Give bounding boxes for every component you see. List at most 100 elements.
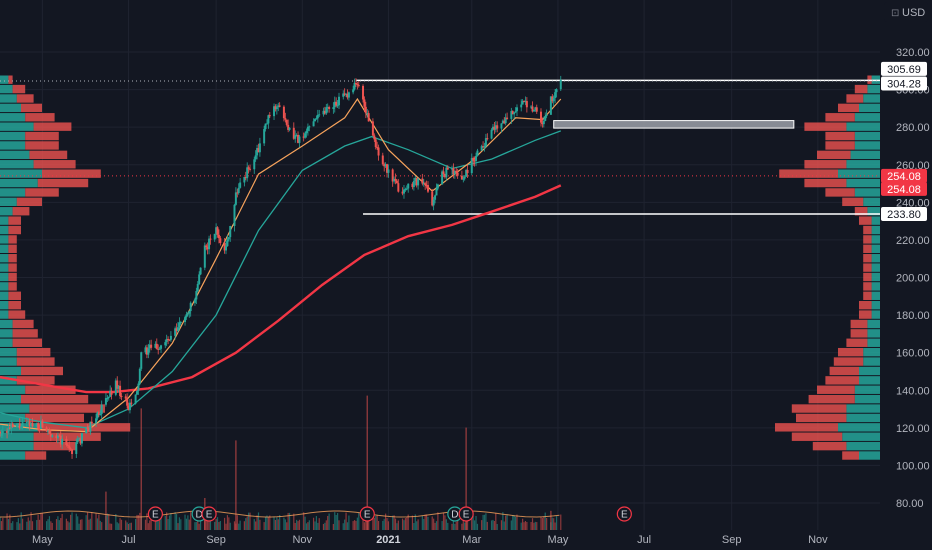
currency-selector[interactable]: ⊡ USD — [884, 2, 928, 22]
vp-bar-up — [0, 319, 13, 329]
x-tick-label: May — [548, 534, 569, 546]
volume-bar — [229, 522, 231, 530]
volume-bar — [442, 512, 445, 530]
candle-body — [336, 105, 339, 107]
earnings-marker[interactable] — [201, 506, 217, 522]
volume-bar — [531, 518, 534, 530]
vp-bar-down — [16, 357, 55, 366]
vp-bar-down — [850, 329, 868, 338]
volume-bar — [513, 515, 515, 530]
vp-bar-down — [8, 216, 21, 225]
candle-body — [239, 182, 242, 188]
volume-bar — [471, 517, 473, 530]
candle-body — [357, 85, 360, 87]
candle-body — [514, 111, 517, 113]
volume-spike — [465, 427, 467, 530]
volume-bar — [551, 517, 553, 530]
volume-bar — [31, 521, 34, 530]
earnings-marker[interactable] — [147, 506, 163, 522]
earnings-marker[interactable] — [359, 506, 375, 522]
marker-label: E — [621, 510, 628, 521]
volume-bar — [259, 519, 261, 530]
volume-bar — [17, 518, 19, 530]
candle-body — [298, 136, 301, 143]
volume-bar — [407, 514, 409, 530]
x-tick-label: 2021 — [376, 534, 400, 546]
candle-body — [476, 150, 479, 156]
volume-bar — [387, 521, 390, 530]
vp-bar-up — [842, 432, 880, 441]
volume-bar — [135, 519, 137, 530]
candle-body — [263, 129, 266, 144]
time-axis[interactable]: May Jul Sep Nov 2021 Mar May Jul Sep Nov — [32, 534, 828, 546]
vp-bar-down — [791, 432, 843, 441]
candle-body — [144, 347, 147, 353]
candle-body — [80, 433, 83, 444]
candle-body — [328, 107, 331, 109]
candle-body — [443, 174, 446, 178]
candle-body — [254, 155, 257, 160]
candle-body — [75, 442, 78, 454]
candle-body — [114, 380, 117, 395]
candle-body — [117, 385, 120, 389]
vp-bar-down — [25, 141, 59, 150]
candle-body — [383, 164, 386, 167]
vp-bar-up — [859, 376, 880, 385]
x-tick-label: Mar — [462, 534, 481, 546]
candle-body — [374, 139, 377, 148]
x-tick-label: Nov — [808, 534, 828, 546]
candle-body — [99, 413, 102, 416]
volume-bar — [149, 520, 151, 530]
vp-bar-down — [8, 225, 21, 235]
volume-bar — [127, 523, 130, 530]
candle-body — [323, 110, 326, 114]
vp-bar-up — [0, 178, 38, 188]
volume-bar — [524, 520, 527, 530]
y-tick-label: 140.00 — [896, 385, 930, 397]
volume-bar — [168, 515, 171, 530]
vp-bar-down — [812, 441, 847, 451]
volume-bar — [188, 519, 190, 530]
earnings-marker[interactable] — [458, 506, 474, 522]
vp-bar-up — [871, 225, 880, 235]
volume-bar — [451, 523, 453, 530]
vp-bar-up — [854, 394, 880, 404]
candle-body — [282, 106, 285, 119]
candle-body — [541, 122, 544, 125]
volume-spike — [140, 408, 142, 530]
vp-bar-up — [0, 300, 9, 310]
horizontal-zone[interactable] — [553, 120, 795, 129]
vp-bar-up — [0, 432, 34, 441]
volume-bar — [16, 522, 18, 530]
candle-body — [371, 121, 374, 136]
volume-bar — [417, 519, 419, 530]
candle-body — [432, 199, 435, 206]
volume-bar — [476, 523, 479, 530]
volume-bar — [174, 512, 176, 530]
x-tick-label: Jul — [122, 534, 136, 546]
volume-bar — [47, 519, 49, 530]
volume-bar — [516, 514, 518, 530]
vp-bar-down — [854, 84, 868, 94]
volume-bar — [136, 514, 138, 530]
candle-body — [249, 168, 252, 170]
volume-bar — [126, 522, 128, 530]
candle-body — [442, 171, 445, 175]
vp-bar-down — [33, 441, 76, 451]
vp-bar-down — [33, 432, 101, 441]
volume-bar — [368, 519, 370, 530]
candle-body — [178, 322, 181, 328]
candle-body — [213, 233, 216, 240]
candle-body — [542, 121, 545, 125]
candle-body — [524, 101, 527, 103]
earnings-marker[interactable] — [616, 506, 632, 522]
candle-body — [189, 302, 192, 312]
horizontal-lines[interactable] — [0, 79, 880, 215]
volume-bar — [184, 514, 186, 530]
vp-bar-up — [863, 197, 880, 207]
candle-body — [486, 138, 489, 140]
candle-body — [465, 169, 468, 177]
